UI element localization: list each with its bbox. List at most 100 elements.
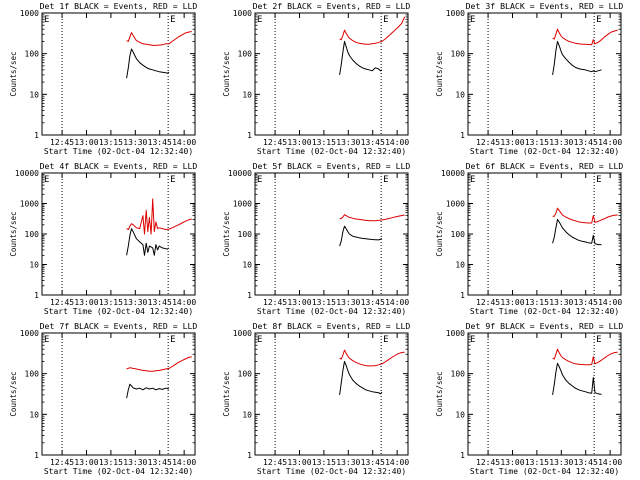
x-axis-label: Start Time (02-Oct-04 12:32:40) [257, 467, 406, 476]
lld-series-line [339, 214, 405, 222]
chart-panel-3: Det 3f BLACK = Events, RED = LLD 1 10 100 10… [435, 1, 623, 156]
x-tick-label: 12:45 [50, 458, 74, 467]
y-tick-label: 1 [460, 131, 465, 140]
y-tick-label: 1 [34, 451, 39, 460]
y-tick-label: 1000 [20, 200, 39, 209]
y-axis-label: Counts/sec [9, 51, 18, 96]
x-tick-label: 13:00 [500, 138, 524, 147]
x-tick-label: 13:45 [574, 458, 598, 467]
x-tick-label: 13:30 [123, 138, 147, 147]
events-series-line [126, 228, 170, 256]
x-tick-label: 13:30 [123, 298, 147, 307]
corner-mark-left: E [44, 335, 49, 345]
x-tick-label: 13:00 [287, 458, 311, 467]
x-tick-label: 13:00 [74, 458, 98, 467]
y-tick-label: 10 [29, 410, 39, 419]
y-tick-label: 1 [460, 451, 465, 460]
events-series-line [339, 225, 383, 247]
events-series-line [552, 362, 602, 395]
events-series-line [552, 218, 602, 246]
chart-panel-8: Det 8f BLACK = Events, RED = LLD 1 10 100 10… [222, 321, 410, 476]
chart-panel-6: Det 6f BLACK = Events, RED = LLD 1 10 100 10… [435, 161, 623, 316]
y-tick-label: 10 [29, 261, 39, 270]
x-axis-label: Start Time (02-Oct-04 12:32:40) [257, 307, 406, 316]
x-tick-label: 14:00 [598, 458, 622, 467]
y-axis-label: Counts/sec [222, 51, 231, 96]
events-series-line [339, 360, 383, 395]
y-tick-label: 1000 [233, 200, 252, 209]
x-tick-label: 13:00 [287, 298, 311, 307]
x-tick-label: 13:45 [574, 298, 598, 307]
lld-series-line [552, 28, 618, 46]
corner-mark-left: E [470, 15, 475, 25]
y-tick-label: 100 [238, 230, 253, 239]
y-tick-label: 1 [34, 291, 39, 300]
y-tick-label: 1000 [20, 9, 39, 18]
y-tick-label: 1000 [233, 329, 252, 338]
x-axis-label: Start Time (02-Oct-04 12:32:40) [44, 147, 193, 156]
lld-series-line [126, 31, 192, 46]
x-tick-label: 13:30 [123, 458, 147, 467]
chart-title: Det 4f BLACK = Events, RED = LLD [40, 161, 198, 171]
x-tick-label: 13:45 [574, 138, 598, 147]
y-tick-label: 1000 [20, 329, 39, 338]
x-axis-label: Start Time (02-Oct-04 12:32:40) [44, 467, 193, 476]
plot-frame [41, 172, 196, 296]
y-axis-label: Counts/sec [222, 211, 231, 256]
y-tick-label: 10 [455, 90, 465, 99]
x-tick-label: 13:30 [549, 138, 573, 147]
x-tick-label: 13:30 [336, 458, 360, 467]
chart-title: Det 5f BLACK = Events, RED = LLD [253, 161, 411, 171]
y-axis-label: Counts/sec [435, 371, 444, 416]
y-tick-label: 10 [29, 90, 39, 99]
x-axis-label: Start Time (02-Oct-04 12:32:40) [470, 467, 619, 476]
x-tick-label: 13:45 [148, 138, 172, 147]
lld-series-line [126, 198, 192, 235]
x-tick-label: 13:00 [287, 138, 311, 147]
y-tick-label: 100 [451, 370, 466, 379]
lld-series-line [552, 348, 618, 366]
x-tick-label: 13:00 [74, 298, 98, 307]
events-series-line [552, 40, 602, 75]
y-tick-label: 1000 [446, 329, 465, 338]
chart-panel-9: Det 9f BLACK = Events, RED = LLD 1 10 100 10… [435, 321, 623, 476]
x-tick-label: 13:30 [549, 298, 573, 307]
y-axis-label: Counts/sec [9, 371, 18, 416]
plot-frame [41, 332, 196, 456]
lld-series-line [339, 16, 406, 45]
y-tick-label: 100 [238, 50, 253, 59]
corner-mark-right: E [170, 335, 175, 345]
y-tick-label: 10 [242, 410, 252, 419]
events-series-line [339, 40, 383, 75]
x-tick-label: 12:45 [50, 138, 74, 147]
x-tick-label: 12:45 [263, 458, 287, 467]
x-tick-label: 13:00 [500, 458, 524, 467]
x-tick-label: 13:15 [312, 298, 336, 307]
plot-frame [41, 12, 196, 136]
x-tick-label: 13:15 [99, 298, 123, 307]
x-axis-label: Start Time (02-Oct-04 12:32:40) [470, 307, 619, 316]
y-tick-label: 1000 [446, 200, 465, 209]
events-series-line [126, 383, 170, 399]
y-tick-label: 1000 [233, 9, 252, 18]
plot-frame [254, 12, 409, 136]
x-tick-label: 14:00 [598, 138, 622, 147]
x-tick-label: 13:15 [99, 138, 123, 147]
x-tick-label: 13:00 [500, 298, 524, 307]
corner-mark-left: E [470, 335, 475, 345]
x-tick-label: 13:15 [312, 458, 336, 467]
x-tick-label: 14:00 [172, 458, 196, 467]
plot-frame [467, 12, 622, 136]
corner-mark-left: E [44, 175, 49, 185]
y-tick-label: 1 [34, 131, 39, 140]
corner-mark-right: E [596, 15, 601, 25]
x-axis-label: Start Time (02-Oct-04 12:32:40) [257, 147, 406, 156]
chart-title: Det 9f BLACK = Events, RED = LLD [466, 321, 624, 331]
y-tick-label: 10 [242, 90, 252, 99]
chart-title: Det 3f BLACK = Events, RED = LLD [466, 1, 624, 11]
corner-mark-left: E [44, 15, 49, 25]
corner-mark-left: E [257, 175, 262, 185]
x-tick-label: 13:30 [336, 298, 360, 307]
y-tick-label: 10 [242, 261, 252, 270]
